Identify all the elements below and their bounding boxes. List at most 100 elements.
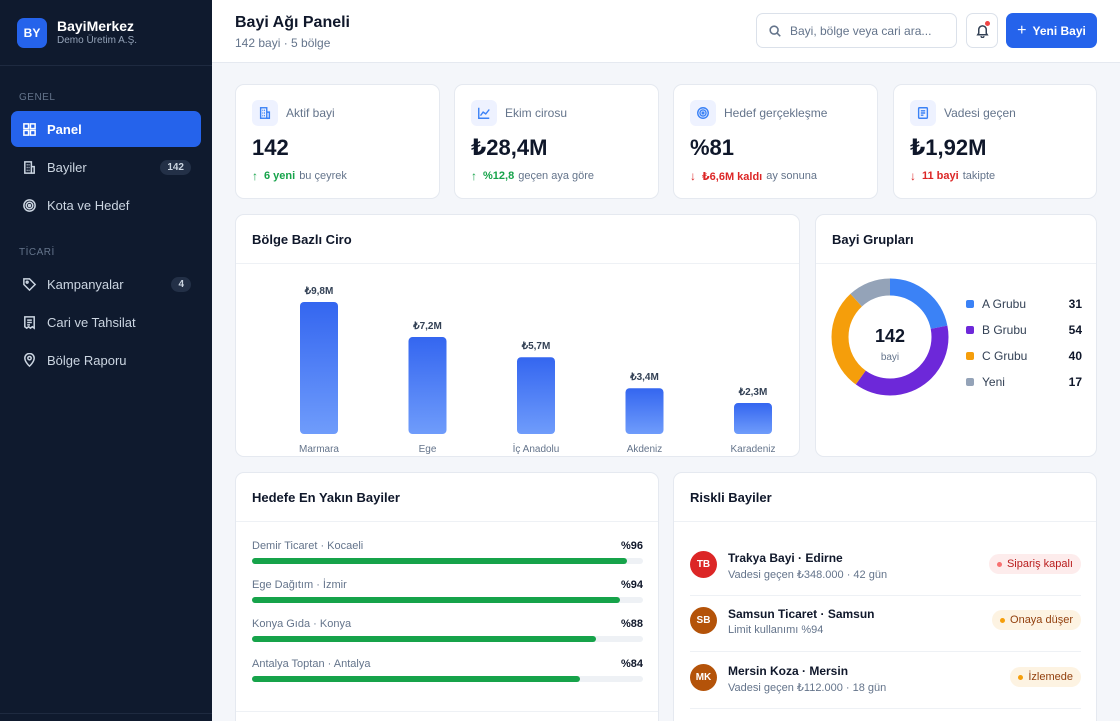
kpi-delta-value: ₺6,6M kaldı: [702, 170, 763, 183]
progress-track: [252, 636, 643, 642]
kpi-value: %81: [690, 135, 735, 160]
dealer-groups-donut: 142 bayi: [831, 278, 949, 396]
status-dot: [996, 561, 1002, 567]
donut-slice: [831, 278, 949, 396]
bar-value-label: ₺7,2M: [412, 321, 442, 332]
risky-dealer-row[interactable]: TB Trakya Bayi · Edirne Vadesi geçen ₺34…: [690, 551, 1081, 607]
top-header: Bayi Ağı Paneli 142 bayi · 5 bölge + Yen…: [212, 0, 1120, 63]
region-revenue-card: Bölge Bazlı Ciro ₺9,8M Marmara ₺7,2M Ege ₺5,…: [235, 214, 800, 457]
kpi-delta-value: 11 bayi: [922, 170, 959, 182]
bar-ege: [408, 337, 447, 434]
map-pin-icon: [21, 352, 37, 368]
page-subtitle: 142 bayi · 5 bölge: [235, 36, 331, 50]
bar-karadeniz: [734, 403, 772, 434]
progress-percent: %88: [620, 618, 643, 630]
kpi-card-active-dealers: Aktif bayi 142 ↑ 6 yeni bu çeyrek: [235, 84, 440, 199]
brand-name: BayiMerkez: [57, 18, 135, 34]
status-label: İzlemede: [1028, 671, 1073, 683]
progress-item: Ege Dağıtım · İzmir %94: [252, 579, 643, 603]
legend-swatch: [966, 300, 974, 308]
dealer-detail: Vadesi geçen ₺112.000 · 18 gün: [728, 682, 887, 694]
bar-akdeniz: [625, 388, 664, 434]
risky-dealer-row[interactable]: MK Mersin Koza · Mersin Vadesi geçen ₺11…: [690, 664, 1081, 720]
search-input[interactable]: [790, 23, 950, 38]
legend-item: Yeni 17: [966, 369, 1082, 395]
progress-item: Antalya Toptan · Antalya %84: [252, 658, 643, 682]
row-divider: [690, 708, 1081, 709]
kpi-delta-text: geçen aya göre: [518, 170, 595, 182]
legend-value: 40: [1068, 349, 1082, 363]
donut-center-value: 142: [875, 326, 905, 346]
notifications-button[interactable]: [966, 13, 998, 48]
kpi-delta-text: takipte: [962, 170, 996, 182]
avatar: TB: [690, 551, 717, 578]
status-badge: İzlemede: [1010, 667, 1081, 687]
progress-fill: [252, 636, 597, 642]
kpi-delta: ↑ 6 yeni bu çeyrek: [252, 169, 347, 183]
progress-item: Demir Ticaret · Kocaeli %96: [252, 540, 643, 564]
sidebar-item-panel[interactable]: Panel: [11, 111, 201, 147]
status-badge: Onaya düşer: [992, 610, 1081, 630]
dealer-detail: Vadesi geçen ₺348.000 · 42 gün: [728, 569, 888, 581]
brand: BY BayiMerkez Demo Üretim A.Ş.: [0, 0, 212, 66]
sidebar-item-cari-tahsilat[interactable]: Cari ve Tahsilat: [11, 304, 201, 340]
legend-label: C Grubu: [982, 349, 1028, 363]
building-icon: [252, 100, 278, 126]
progress-label: Konya Gıda · Konya: [252, 618, 352, 630]
bar-value-label: ₺5,7M: [521, 341, 551, 352]
progress-track: [252, 558, 643, 564]
status-badge: Sipariş kapalı: [988, 554, 1081, 574]
sidebar-item-bayiler[interactable]: Bayiler 142: [11, 149, 201, 185]
closest-to-target-card: Hedefe En Yakın Bayiler Demir Ticaret · …: [235, 472, 659, 721]
sidebar-item-label: Kota ve Hedef: [47, 197, 130, 213]
avatar: MK: [690, 664, 717, 691]
status-dot: [1018, 674, 1024, 680]
progress-percent: %84: [620, 658, 643, 670]
risky-dealer-row[interactable]: SB Samsun Ticaret · Samsun Limit kullanı…: [690, 607, 1081, 663]
card-title: Bölge Bazlı Ciro: [252, 232, 352, 247]
x-tick-label: Marmara: [299, 444, 339, 455]
progress-item: Konya Gıda · Konya %88: [252, 618, 643, 642]
card-divider: [236, 263, 799, 264]
progress-percent: %96: [620, 540, 643, 552]
search-icon: [769, 24, 781, 37]
document-icon: [910, 100, 936, 126]
brand-company: Demo Üretim A.Ş.: [57, 35, 138, 46]
status-dot: [1000, 617, 1006, 623]
sidebar-item-label: Kampanyalar: [47, 276, 124, 292]
progress-label: Demir Ticaret · Kocaeli: [252, 540, 364, 552]
card-divider: [236, 711, 658, 712]
legend-value: 17: [1068, 375, 1082, 389]
sidebar-item-label: Bölge Raporu: [47, 352, 127, 368]
legend-value: 31: [1068, 297, 1082, 311]
donut-center-label: bayi: [881, 352, 899, 363]
card-divider: [236, 521, 658, 522]
page-title: Bayi Ağı Paneli: [235, 14, 350, 31]
progress-label: Ege Dağıtım · İzmir: [252, 579, 347, 591]
building-icon: [21, 159, 37, 175]
avatar: SB: [690, 607, 717, 634]
sidebar-item-kampanyalar[interactable]: Kampanyalar 4: [11, 266, 201, 302]
tag-icon: [21, 276, 37, 292]
legend-value: 54: [1068, 323, 1082, 337]
arrow-down-icon: ↓: [690, 169, 696, 183]
nav-section-title: TİCARİ: [19, 247, 55, 258]
dealer-name: Mersin Koza · Mersin: [728, 664, 849, 678]
status-label: Onaya düşer: [1010, 614, 1073, 626]
x-tick-label: İç Anadolu: [513, 442, 560, 455]
legend-swatch: [966, 352, 974, 360]
new-dealer-button[interactable]: + Yeni Bayi: [1006, 13, 1097, 48]
kpi-label: Vadesi geçen: [944, 106, 1016, 120]
legend-label: Yeni: [982, 375, 1005, 389]
sidebar-footer: [0, 713, 212, 721]
kpi-card-revenue: Ekim cirosu ₺28,4M ↑ %12,8 geçen aya gör…: [454, 84, 659, 199]
bar-value-label: ₺3,4M: [629, 372, 659, 383]
search-box[interactable]: [756, 13, 957, 48]
legend-label: B Grubu: [982, 323, 1027, 337]
sidebar-item-kota-hedef[interactable]: Kota ve Hedef: [11, 187, 201, 223]
bar-value-label: ₺2,3M: [738, 387, 768, 398]
target-icon: [21, 197, 37, 213]
card-title: Bayi Grupları: [832, 232, 914, 247]
sidebar-item-bolge-raporu[interactable]: Bölge Raporu: [11, 342, 201, 378]
chart-icon: [471, 100, 497, 126]
